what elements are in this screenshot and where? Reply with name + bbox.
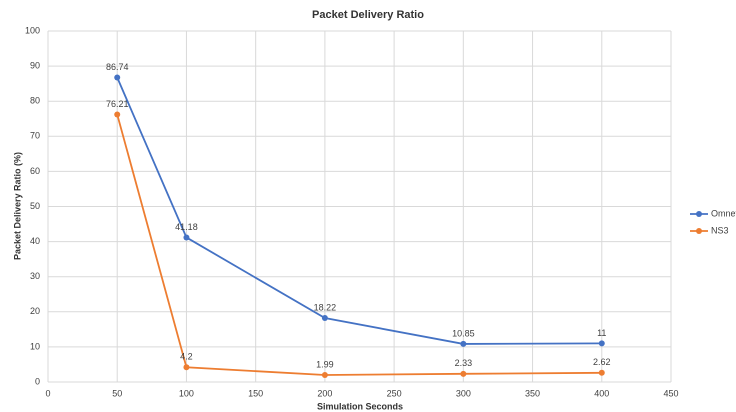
data-label: 18.22 [314, 302, 337, 312]
data-point [598, 369, 605, 376]
y-tick-label: 100 [25, 25, 40, 35]
data-label: 41.18 [175, 222, 198, 232]
data-label: 11 [597, 328, 606, 338]
data-point [321, 372, 328, 379]
data-point [321, 315, 328, 322]
data-label: 1.99 [316, 359, 334, 369]
x-tick-label: 50 [112, 388, 122, 398]
x-tick-label: 350 [525, 388, 540, 398]
data-label: 4.2 [180, 352, 193, 362]
data-point [460, 340, 467, 347]
y-tick-label: 10 [30, 341, 40, 351]
data-label: 76.21 [106, 99, 129, 109]
data-point [183, 364, 190, 371]
y-tick-label: 60 [30, 166, 40, 176]
legend-marker [696, 211, 702, 217]
legend-marker [696, 228, 702, 234]
data-point [598, 340, 605, 347]
y-tick-label: 70 [30, 131, 40, 141]
x-tick-label: 450 [663, 388, 678, 398]
series-line [116, 77, 602, 345]
y-tick-label: 90 [30, 60, 40, 70]
x-tick-label: 200 [317, 388, 332, 398]
legend-label: NS3 [711, 225, 729, 235]
data-label: 2.33 [455, 358, 473, 368]
y-tick-label: 50 [30, 201, 40, 211]
series-line [116, 114, 602, 376]
x-tick-label: 100 [179, 388, 194, 398]
y-tick-label: 20 [30, 306, 40, 316]
chart-title: Packet Delivery Ratio [312, 9, 424, 21]
y-tick-label: 30 [30, 271, 40, 281]
y-tick-label: 0 [35, 376, 40, 386]
data-label: 86.74 [106, 62, 129, 72]
data-point [114, 74, 121, 81]
x-tick-label: 150 [248, 388, 263, 398]
legend-label: Omnet+ [711, 208, 736, 218]
data-point [460, 370, 467, 377]
data-point [183, 234, 190, 241]
x-axis-label: Simulation Seconds [317, 401, 403, 411]
y-axis-label: Packet Delivery Ratio (%) [12, 152, 22, 260]
x-tick-label: 0 [45, 388, 50, 398]
y-tick-label: 80 [30, 96, 40, 106]
x-tick-label: 300 [456, 388, 471, 398]
x-tick-label: 400 [594, 388, 609, 398]
x-tick-label: 250 [387, 388, 402, 398]
data-label: 2.62 [593, 357, 611, 367]
data-label: 10.85 [452, 328, 475, 338]
y-tick-label: 40 [30, 236, 40, 246]
data-point [114, 111, 121, 118]
